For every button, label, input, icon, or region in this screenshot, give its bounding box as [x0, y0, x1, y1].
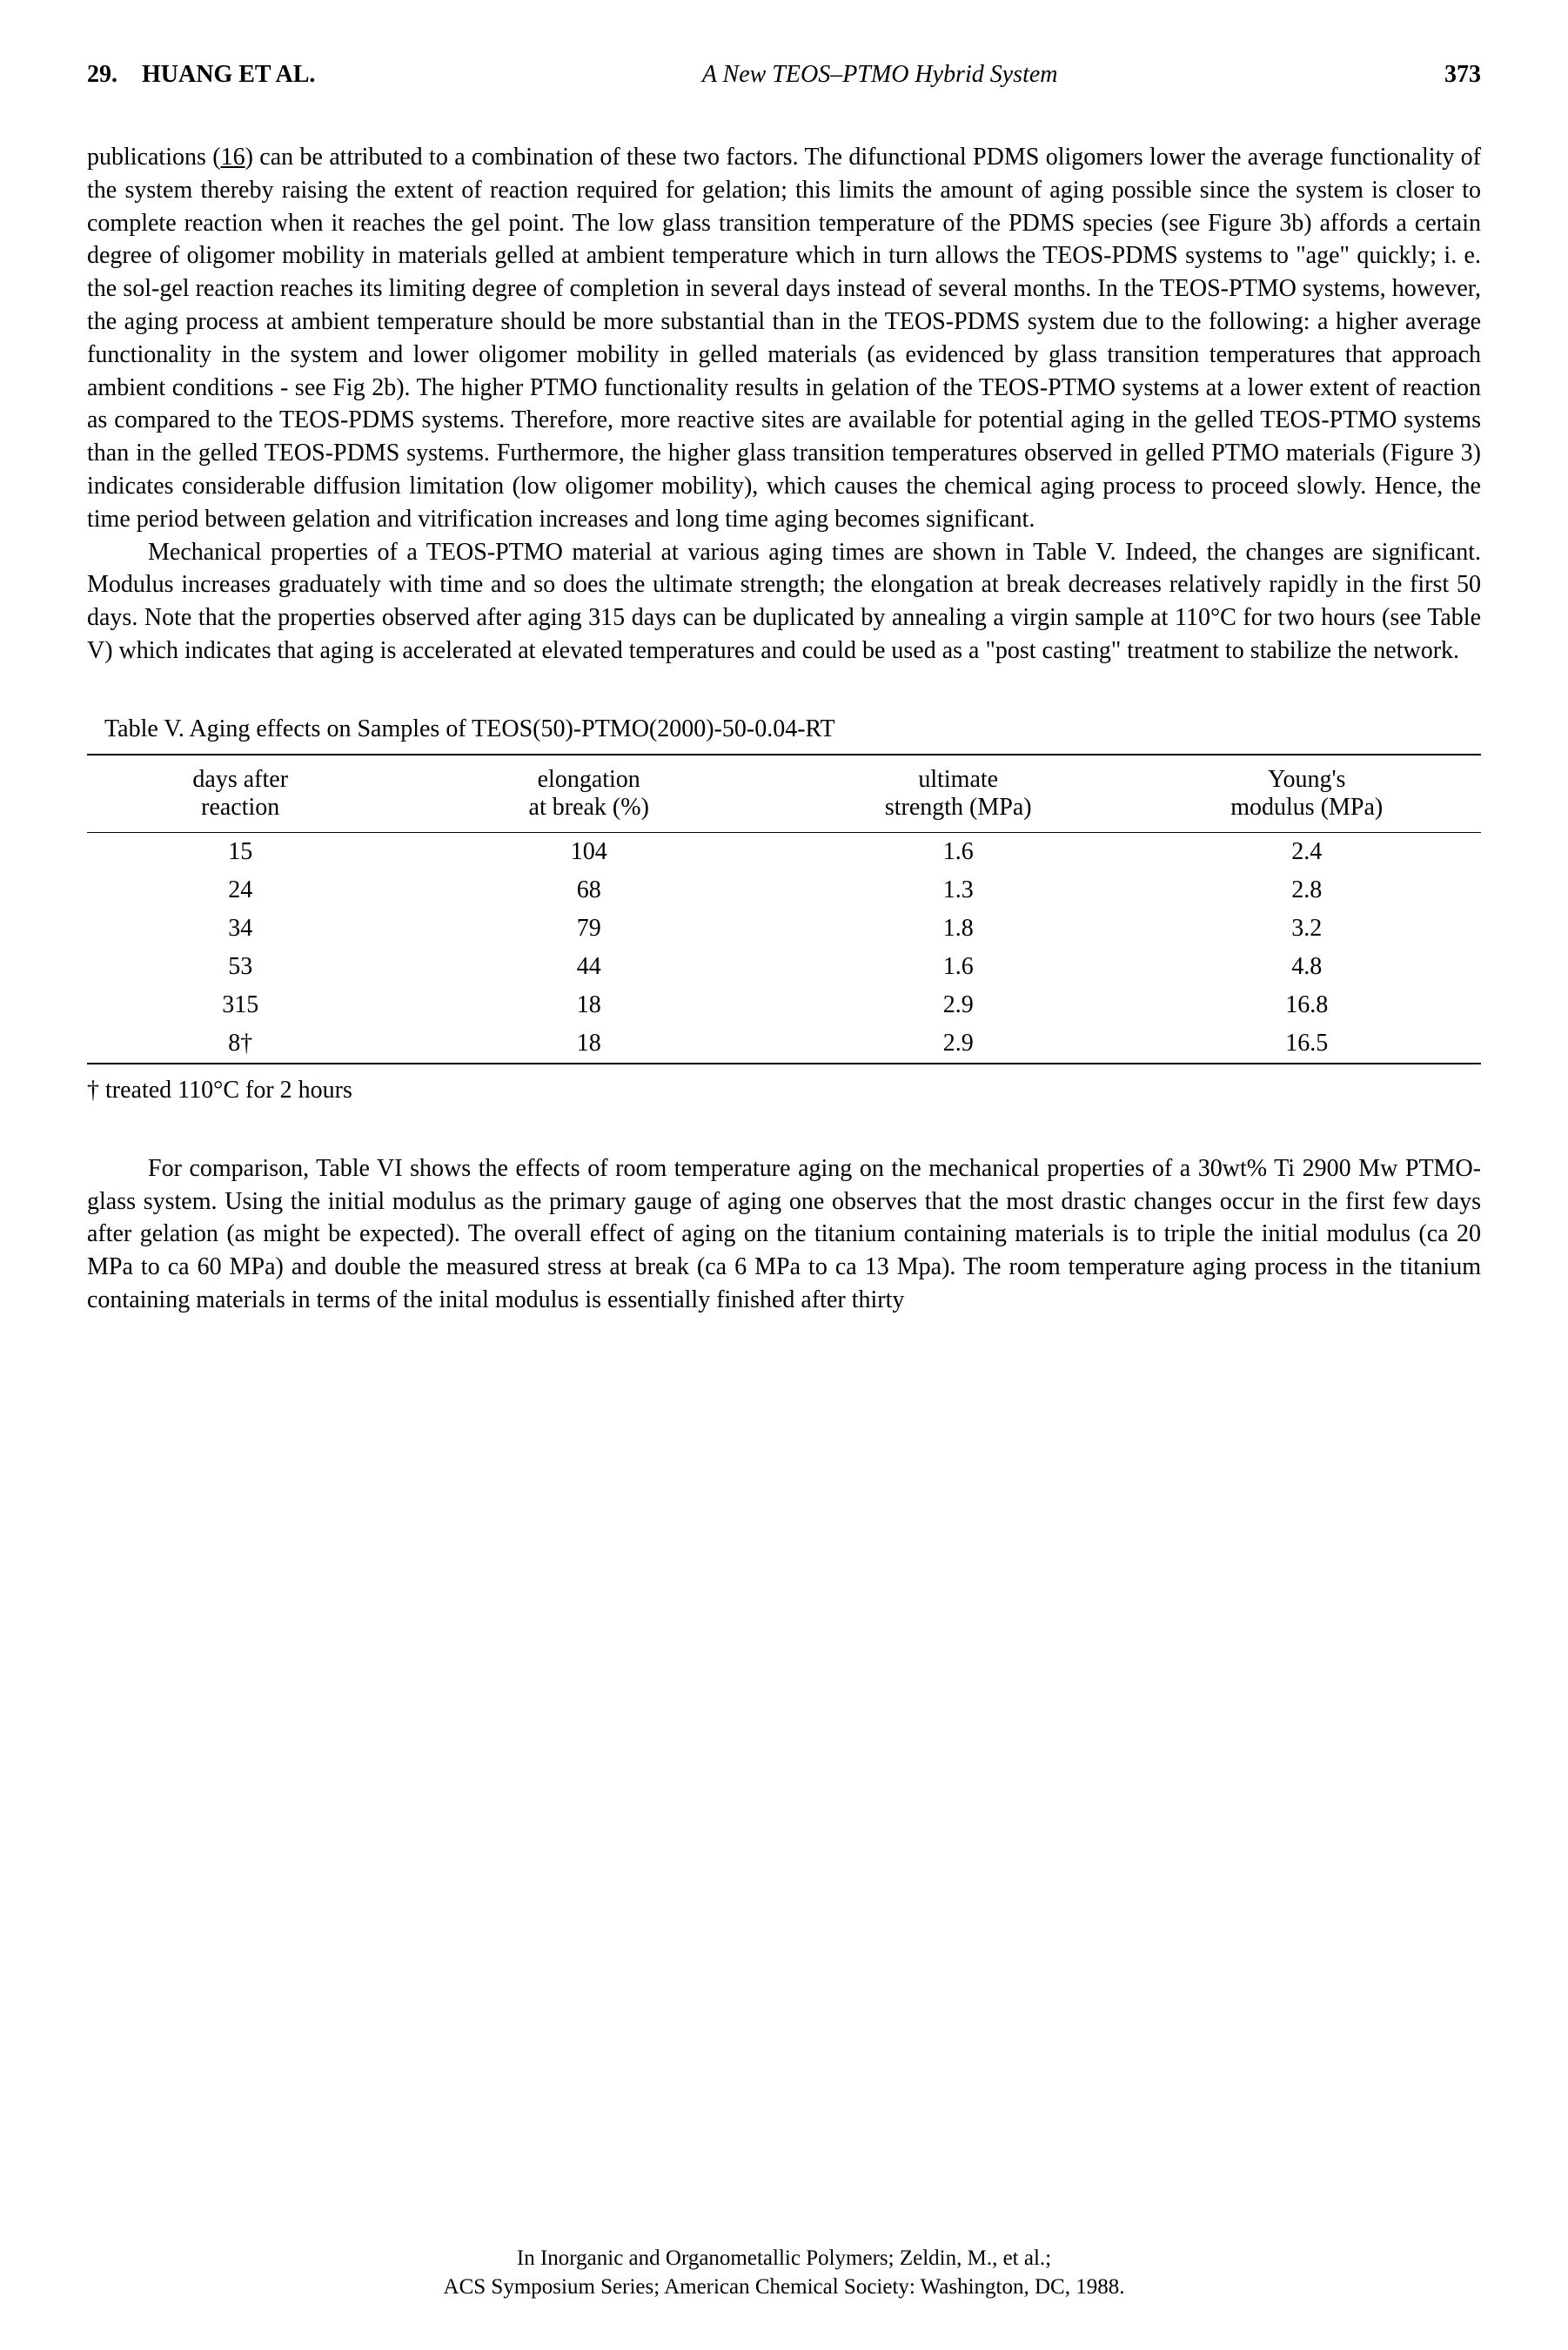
- cell: 34: [87, 910, 393, 948]
- cell: 1.8: [784, 910, 1133, 948]
- cell: 4.8: [1132, 948, 1481, 986]
- cell: 79: [393, 910, 784, 948]
- table-caption: Table V. Aging effects on Samples of TEO…: [87, 715, 1481, 743]
- h1b: reaction: [201, 794, 279, 821]
- chapter-number: 29.: [87, 61, 117, 88]
- header-left: 29. HUANG ET AL.: [87, 61, 315, 89]
- h4a: Young's: [1268, 766, 1345, 793]
- header-days: days after reaction: [87, 755, 393, 833]
- cell: 3.2: [1132, 910, 1481, 948]
- cell: 44: [393, 948, 784, 986]
- cell: 2.9: [784, 986, 1133, 1024]
- page-header: 29. HUANG ET AL. A New TEOS–PTMO Hybrid …: [87, 61, 1481, 89]
- h1a: days after: [192, 766, 288, 793]
- page-footer: In Inorganic and Organometallic Polymers…: [0, 2244, 1568, 2303]
- paragraph-2: Mechanical properties of a TEOS-PTMO mat…: [87, 536, 1481, 668]
- header-strength: ultimate strength (MPa): [784, 755, 1133, 833]
- p1-text-a: publications (: [87, 144, 221, 171]
- cell: 15: [87, 832, 393, 871]
- page-number: 373: [1444, 61, 1481, 89]
- cell: 2.8: [1132, 871, 1481, 910]
- cell: 1.6: [784, 832, 1133, 871]
- cell: 104: [393, 832, 784, 871]
- cell: 1.3: [784, 871, 1133, 910]
- paragraph-3: For comparison, Table VI shows the effec…: [87, 1152, 1481, 1317]
- cell: 24: [87, 871, 393, 910]
- table-row: 8† 18 2.9 16.5: [87, 1024, 1481, 1064]
- h3a: ultimate: [918, 766, 998, 793]
- cell: 16.8: [1132, 986, 1481, 1024]
- table-row: 34 79 1.8 3.2: [87, 910, 1481, 948]
- h4b: modulus (MPa): [1230, 794, 1383, 821]
- cell: 16.5: [1132, 1024, 1481, 1064]
- cell: 8†: [87, 1024, 393, 1064]
- aging-table: days after reaction elongation at break …: [87, 754, 1481, 1064]
- h2a: elongation: [538, 766, 640, 793]
- table-row: 24 68 1.3 2.8: [87, 871, 1481, 910]
- header-elongation: elongation at break (%): [393, 755, 784, 833]
- cell: 1.6: [784, 948, 1133, 986]
- cell: 68: [393, 871, 784, 910]
- header-modulus: Young's modulus (MPa): [1132, 755, 1481, 833]
- cell: 18: [393, 986, 784, 1024]
- table-row: 15 104 1.6 2.4: [87, 832, 1481, 871]
- header-title: A New TEOS–PTMO Hybrid System: [315, 61, 1444, 89]
- h2b: at break (%): [529, 794, 649, 821]
- table-footnote: † treated 110°C for 2 hours: [87, 1077, 1481, 1104]
- footer-line-2: ACS Symposium Series; American Chemical …: [0, 2273, 1568, 2302]
- table-row: 53 44 1.6 4.8: [87, 948, 1481, 986]
- p1-text-b: ) can be attributed to a combination of …: [87, 144, 1481, 533]
- h3b: strength (MPa): [885, 794, 1032, 821]
- reference-16: 16: [221, 144, 245, 171]
- paragraph-1: publications (16) can be attributed to a…: [87, 141, 1481, 536]
- footer-line-1: In Inorganic and Organometallic Polymers…: [0, 2244, 1568, 2273]
- table-row: 315 18 2.9 16.8: [87, 986, 1481, 1024]
- cell: 18: [393, 1024, 784, 1064]
- cell: 2.4: [1132, 832, 1481, 871]
- cell: 315: [87, 986, 393, 1024]
- cell: 2.9: [784, 1024, 1133, 1064]
- header-authors: HUANG ET AL.: [142, 61, 315, 88]
- cell: 53: [87, 948, 393, 986]
- table-header-row: days after reaction elongation at break …: [87, 755, 1481, 833]
